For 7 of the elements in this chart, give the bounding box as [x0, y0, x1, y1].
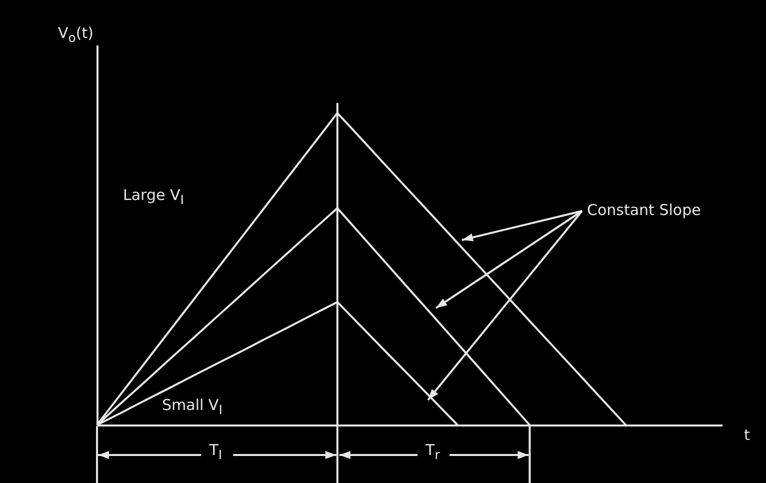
x-axis-title: t — [744, 426, 750, 444]
text: T$_{I}$ — [209, 441, 222, 462]
text: T$_{r}$ — [426, 441, 440, 462]
annotation: Large V$_{I}$ — [123, 186, 184, 207]
annotation: Small V$_{I}$ — [162, 396, 222, 417]
annotation: Constant Slope — [587, 201, 701, 219]
y-axis-title: V$_{o}$(t) — [58, 24, 94, 45]
